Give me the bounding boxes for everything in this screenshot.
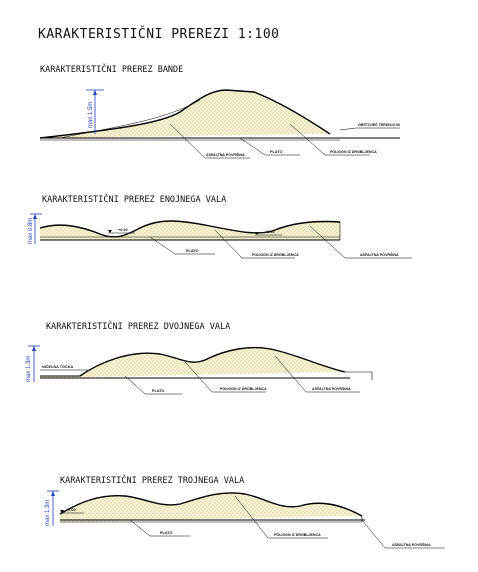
section-title: KARAKTERISTIČNI PREREZ BANDE — [40, 63, 183, 75]
height-dimension: max 1.3m — [45, 490, 59, 526]
asphalt-label: ASFALTNA POVRŠINA — [206, 152, 245, 157]
triple-wave-fill — [60, 492, 362, 522]
triple-wave-profile — [59, 492, 363, 517]
banda-profile — [39, 89, 331, 139]
plato-label: PLATO — [160, 531, 173, 535]
height-label: max 0.8m — [28, 218, 34, 244]
asphalt-label: ASFALTNA POVRŠINA — [360, 252, 399, 257]
section-triple-wave: KARAKTERISTIČNI PREREZ TROJNEGA VALA +0.… — [45, 474, 445, 549]
height-dimension: max 1.3m — [26, 345, 40, 382]
height-label: max 1.3m — [26, 356, 32, 382]
section-banda: KARAKTERISTIČNI PREREZ BANDE max 1.5m OB… — [39, 63, 400, 159]
level-marker: +0.20 — [118, 228, 128, 232]
banda-fill — [40, 90, 330, 138]
section-title: KARAKTERISTIČNI PREREZ DVOJNEGA VALA — [46, 320, 230, 332]
plato-label: PLATO — [270, 150, 283, 154]
double-wave-profile — [79, 346, 346, 377]
section-single-wave: KARAKTERISTIČNI PREREZ ENOJNEGA VALA +0.… — [28, 193, 412, 259]
section-double-wave: KARAKTERISTIČNI PREREZ DVOJNEGA VALA NIČ… — [26, 320, 373, 395]
plato-label: PLATO — [186, 249, 199, 253]
height-label: max 1.5m — [88, 102, 94, 128]
polygon-label: POLIGON IZ DROBLJENCA — [220, 387, 267, 391]
height-dimension: max 0.8m — [28, 213, 42, 244]
sheet-title: KARAKTERISTIČNI PREREZI 1:100 — [38, 26, 279, 42]
section-title: KARAKTERISTIČNI PREREZ TROJNEGA VALA — [60, 474, 244, 486]
height-dimension: max 1.5m — [86, 89, 104, 134]
plato-label: PLATO — [152, 389, 165, 393]
polygon-label: POLIGON IZ DROBLJENCA — [274, 533, 321, 537]
reference-label: NIČELNA TOČKA — [42, 364, 73, 369]
level-marker: +0.00 — [66, 508, 76, 512]
asphalt-label: ASFALTNA POVRŠINA — [312, 386, 351, 391]
height-label: max 1.3m — [45, 500, 51, 526]
asphalt-label: ASFALTNA POVRŠINA — [392, 542, 431, 547]
polygon-label: POLIGON IZ DROBLJENCA — [252, 253, 299, 257]
section-title: KARAKTERISTIČNI PREREZ ENOJNEGA VALA — [42, 193, 226, 205]
terrain-label: OBSTOJEČ TEREN=0.00 — [358, 122, 400, 127]
single-wave-profile — [39, 220, 341, 238]
polygon-label: POLIGON IZ DROBLJENCA — [330, 150, 377, 154]
level-marker: +0.20 — [265, 230, 275, 234]
